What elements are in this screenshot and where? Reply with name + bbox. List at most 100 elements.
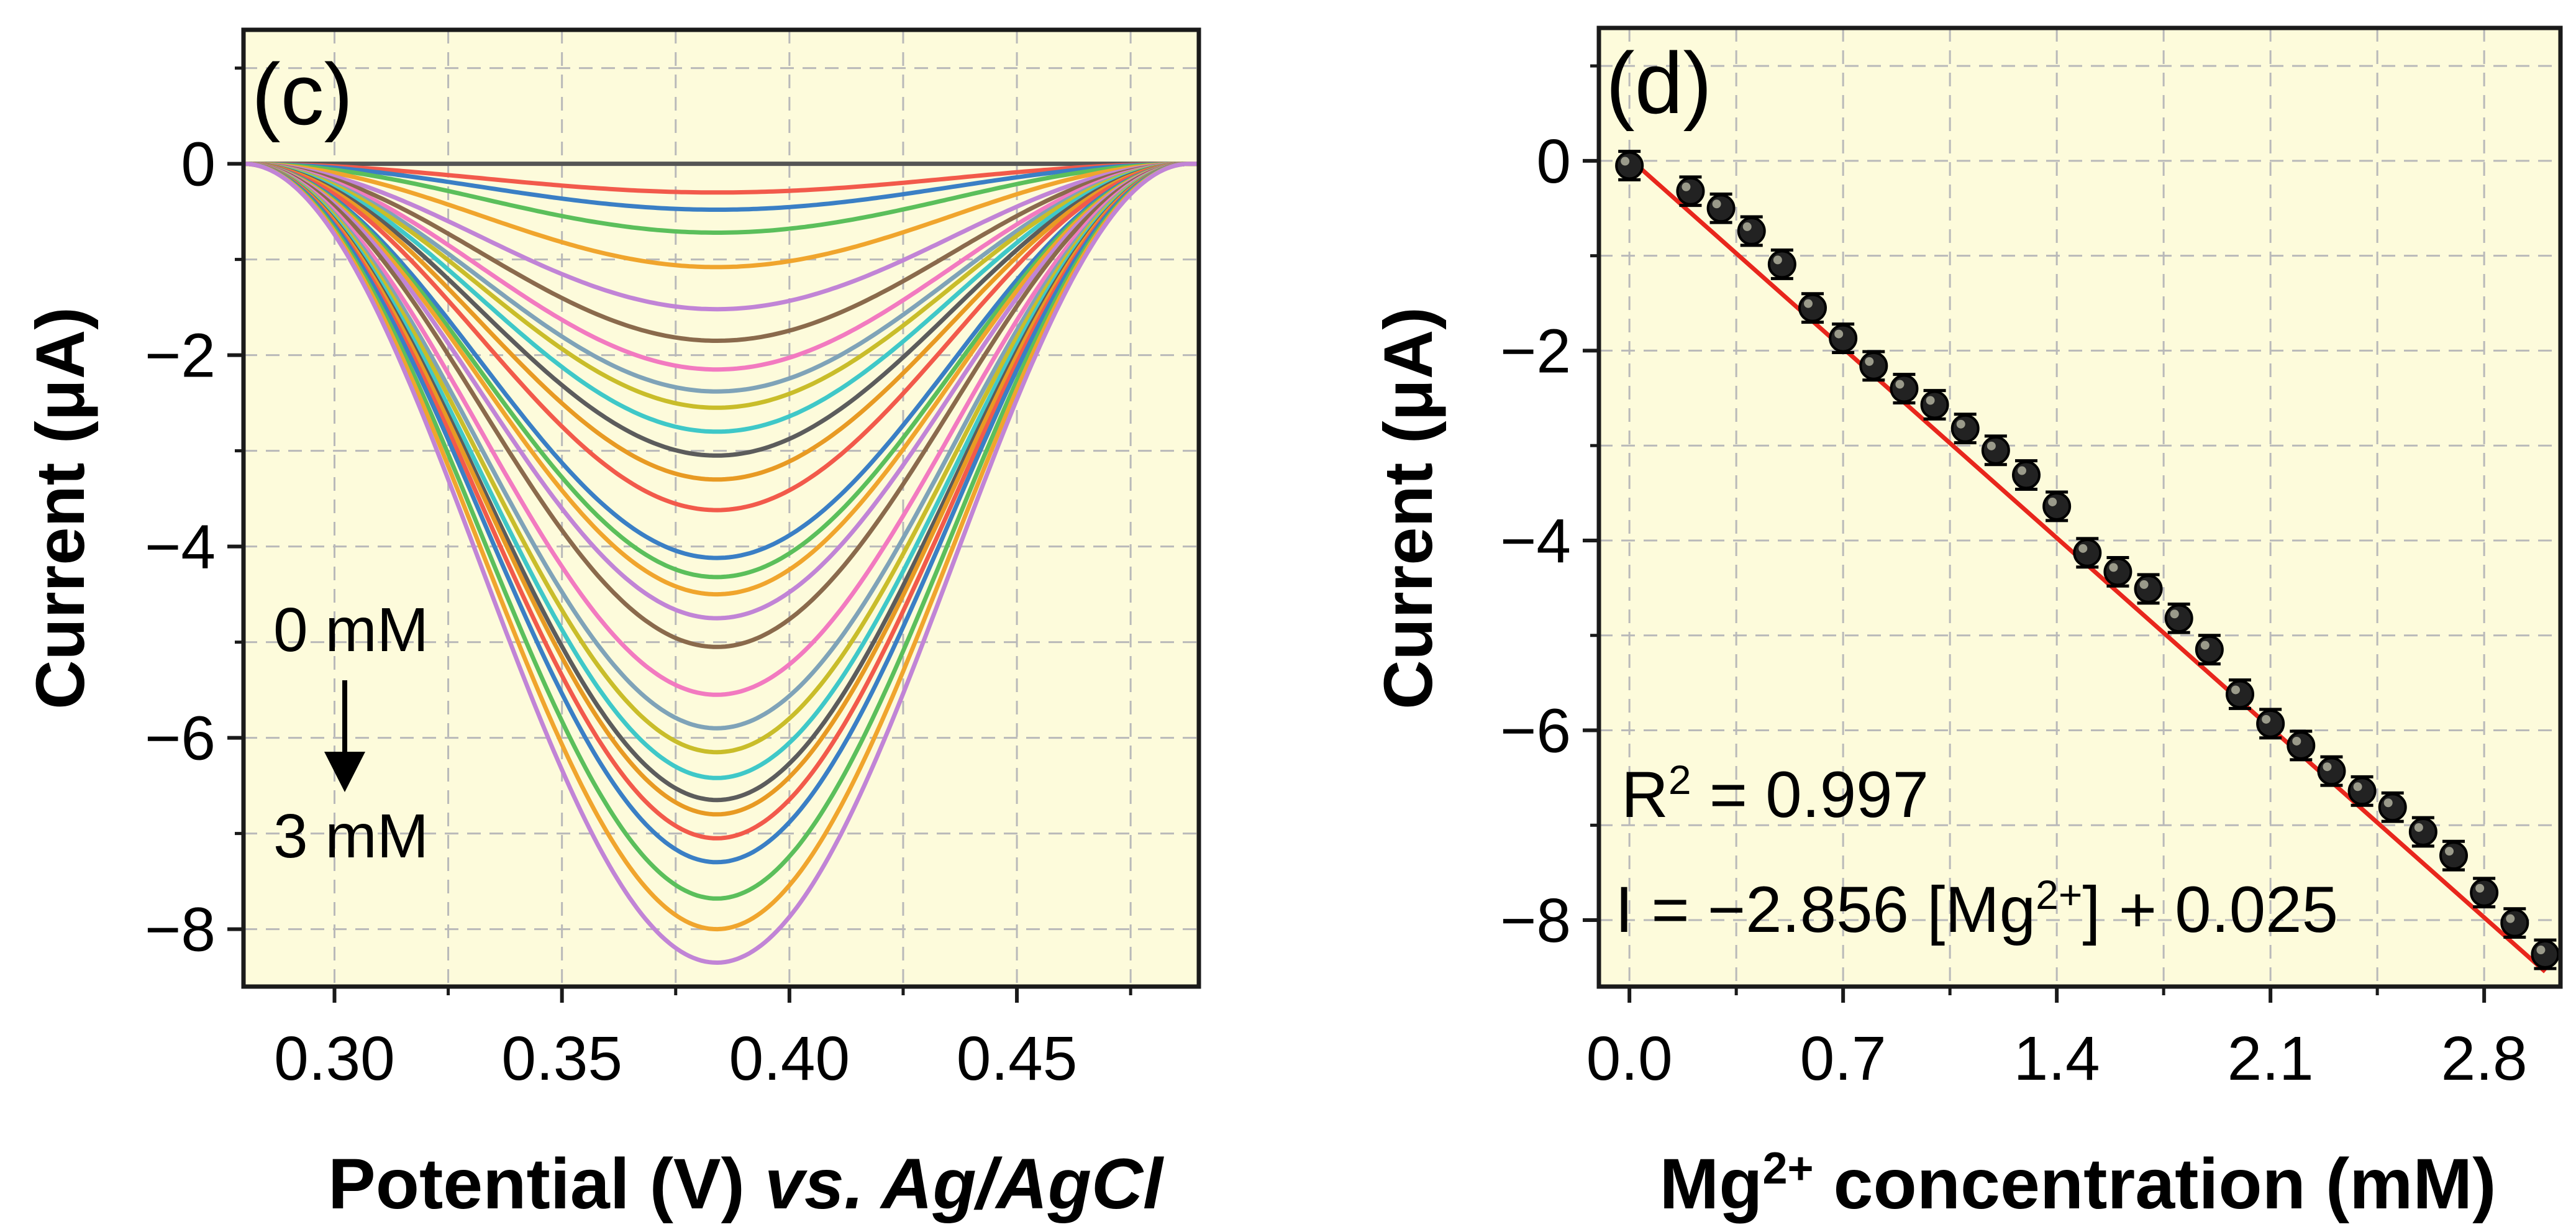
marker-highlight [1865,357,1874,366]
data-point [2042,490,2072,522]
dpv-curve-13 [243,162,1199,513]
panel-c-frame [241,27,1201,989]
data-point [1981,434,2010,467]
marker [2378,793,2407,822]
marker [2012,460,2041,490]
dpv-curve-5 [243,162,1199,312]
d-xtick-label: 1.4 [2014,1024,2100,1093]
panel-c-curves [243,162,1199,965]
c-xtick-label: 0.30 [274,1024,395,1093]
dpv-curve-22 [243,162,1199,780]
d-xtick-label: 0.7 [1800,1024,1886,1093]
panel-d-xlabel: Mg2+ concentration (mM) [1659,1144,2496,1224]
dpv-curve-4 [243,162,1199,270]
marker [2073,538,2102,567]
marker [1829,324,1858,353]
marker [2531,940,2560,969]
data-point [2500,907,2529,939]
d-xtick-label: 0.0 [1586,1024,1673,1093]
data-point [2012,459,2041,491]
panel-d-ylabel: Current (μA) [1370,307,1447,709]
data-point [2317,755,2346,787]
xlabel-rest: concentration (mM) [1814,1144,2496,1224]
marker-highlight [2292,736,2301,746]
panel-c-label: (c) [252,45,353,143]
marker-highlight [2109,563,2118,572]
c-xtick-label: 0.35 [501,1024,622,1093]
data-point [2256,708,2285,740]
marker-highlight [1987,441,1996,450]
data-point [2103,555,2132,588]
panel-c-ylabel: Current (μA) [22,307,99,709]
dpv-curve-1 [243,162,1199,195]
dpv-curve-14 [243,162,1199,560]
c-ytick-label: −4 [145,513,216,582]
dpv-curve-8 [243,162,1199,394]
marker-highlight [1682,182,1691,191]
data-point [1798,292,1827,324]
dpv-curve-26 [243,162,1199,865]
marker [1950,414,1980,443]
marker [2195,635,2224,664]
marker-highlight [1712,199,1721,209]
marker-highlight [2170,609,2179,619]
marker-highlight [1895,380,1905,389]
c-xtick-label: 0.40 [729,1024,850,1093]
dpv-curve-11 [243,162,1199,458]
marker-highlight [1956,419,1965,429]
panel-d-plot-area [1599,28,2560,987]
data-point [2226,678,2254,710]
marker-highlight [1804,299,1813,308]
dpv-curve-28 [243,162,1199,932]
r2-sup: 2 [1668,757,1691,803]
marker [2347,777,2377,806]
marker-highlight [2506,914,2515,923]
marker-highlight [2139,580,2149,589]
data-point [1829,322,1858,354]
marker [1737,216,1766,245]
eq-prefix: I = −2.856 [Mg [1615,873,2036,946]
marker [1859,351,1888,380]
xlabel-sup: 2+ [1763,1144,1814,1193]
data-point [1706,192,1736,224]
marker-highlight [2536,946,2546,955]
marker-highlight [2475,883,2485,893]
marker [2042,491,2072,521]
panel-c-voltammogram: 0.30 0.35 0.40 0.45 0 −2 −4 −6 −8 (c) Potential … [22,27,1201,1224]
dpv-curve-9 [243,162,1199,410]
data-point [2164,602,2193,634]
data-point [2073,537,2102,569]
d-ytick-label: 0 [1536,127,1571,196]
dpv-curve-24 [243,162,1199,817]
dpv-curve-21 [243,162,1199,755]
panel-c-xlabel: Potential (V) vs. Ag/AgCl [328,1144,1164,1224]
marker-highlight [2018,466,2026,475]
data-point [1676,175,1705,208]
marker [2256,709,2285,738]
fit-equation: I = −2.856 [Mg2+] + 0.025 [1615,872,2338,946]
c-ytick-label: −2 [145,321,216,391]
marker [2439,841,2468,870]
marker-highlight [2323,762,2332,772]
marker [1890,374,1919,403]
marker [2470,878,2499,907]
marker-highlight [2445,847,2454,856]
marker [1767,250,1796,279]
dpv-curve-2 [243,162,1199,212]
marker-highlight [2383,798,2393,808]
data-point [2531,938,2560,970]
marker-highlight [1926,396,1935,405]
marker [1920,390,1949,419]
c-ytick-label: 0 [181,130,216,199]
marker-highlight [2414,823,2423,832]
marker [2287,731,2316,760]
dpv-curve-17 [243,162,1199,621]
data-point [1767,248,1796,280]
c-xtick-label: 0.45 [957,1024,1078,1093]
marker [1981,436,2010,465]
dpv-curve-29 [243,162,1199,965]
marker-highlight [1834,329,1844,339]
dpv-curve-10 [243,162,1199,434]
data-point [1859,350,1888,382]
dpv-curve-16 [243,162,1199,597]
